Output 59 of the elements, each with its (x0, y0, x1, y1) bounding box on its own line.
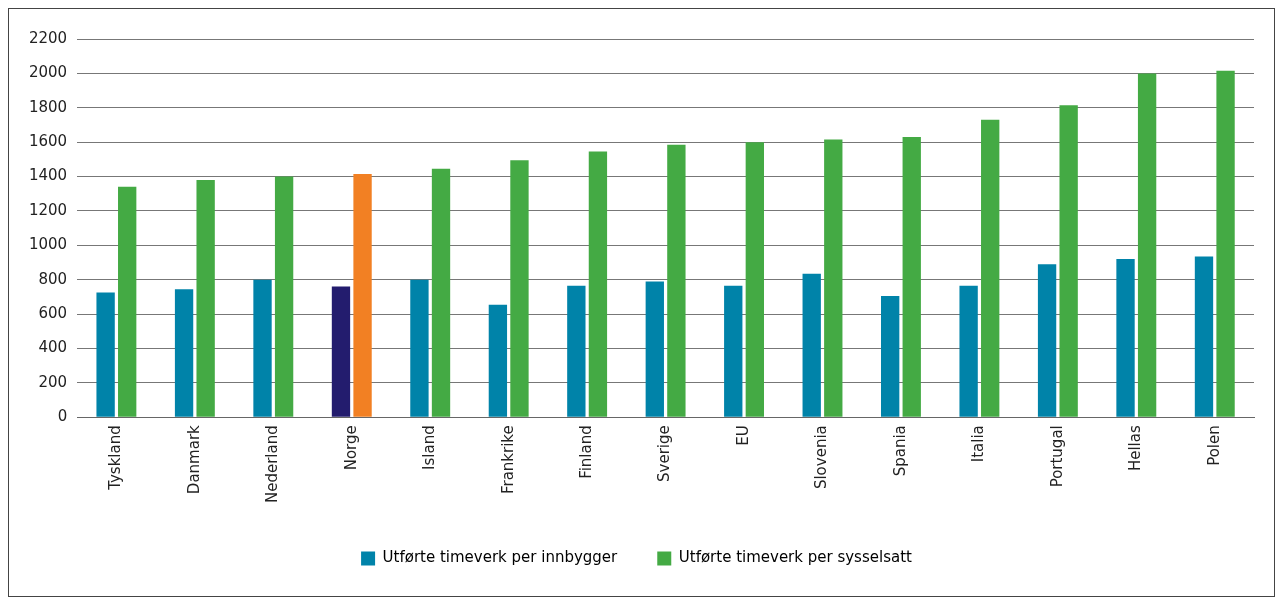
y-tick-label: 800 (38, 269, 68, 288)
y-tick-label: 1200 (28, 200, 68, 219)
bar (981, 119, 1000, 417)
bar (174, 289, 194, 417)
x-tick-label: Island (420, 425, 439, 470)
bar (645, 281, 664, 417)
bar (959, 285, 978, 417)
y-tick-label: 2000 (28, 63, 68, 82)
x-tick-label: Finland (577, 425, 596, 479)
x-tick-label: Norge (341, 425, 360, 471)
legend-label: Utførte timeverk per innbygger (382, 548, 619, 567)
y-tick-label: 600 (38, 303, 68, 322)
x-tick-label: Spania (890, 425, 909, 477)
bar (431, 168, 451, 417)
y-tick-label: 2200 (28, 28, 68, 47)
y-tick-label: 400 (38, 338, 68, 357)
y-tick-label: 1400 (28, 166, 68, 185)
bar (667, 144, 686, 417)
x-tick-label: Italia (969, 425, 988, 463)
bar (567, 285, 586, 417)
bar (510, 160, 529, 417)
bar (96, 292, 115, 417)
bar (1216, 70, 1235, 417)
y-tick-label: 1800 (28, 97, 68, 116)
x-tick-label: EU (733, 425, 752, 446)
x-tick-label: Frankrike (498, 425, 517, 495)
bar (253, 279, 272, 417)
y-tick-label: 1600 (28, 132, 68, 151)
bar (331, 286, 351, 417)
bar (353, 173, 372, 417)
bar (1037, 264, 1057, 417)
x-tick-label: Danmark (184, 424, 203, 495)
x-tick-label: Tyskland (106, 425, 125, 491)
bar (724, 285, 743, 417)
x-tick-label: Portugal (1047, 425, 1066, 488)
bar (1059, 105, 1078, 417)
bar (1137, 73, 1157, 417)
bar (881, 296, 900, 417)
y-tick-label: 200 (38, 372, 68, 391)
y-tick-label: 0 (57, 407, 68, 426)
x-tick-label: Hellas (1126, 425, 1145, 472)
x-tick-label: Polen (1204, 425, 1223, 466)
bar (118, 186, 137, 417)
bar (488, 304, 508, 417)
bar (745, 142, 764, 417)
bar (902, 137, 921, 417)
y-tick-label: 1000 (28, 235, 68, 254)
x-tick-label: Nederland (263, 425, 282, 504)
bar (274, 176, 294, 417)
legend-label: Utførte timeverk per sysselsatt (678, 548, 913, 567)
x-tick-label: Sverige (655, 425, 674, 482)
bar (588, 151, 608, 417)
bar (1116, 259, 1135, 417)
bar (802, 273, 821, 417)
bar (1194, 256, 1214, 417)
bar (410, 279, 429, 417)
bar (824, 139, 843, 417)
x-tick-label: Slovenia (812, 425, 831, 490)
bar (196, 179, 215, 417)
